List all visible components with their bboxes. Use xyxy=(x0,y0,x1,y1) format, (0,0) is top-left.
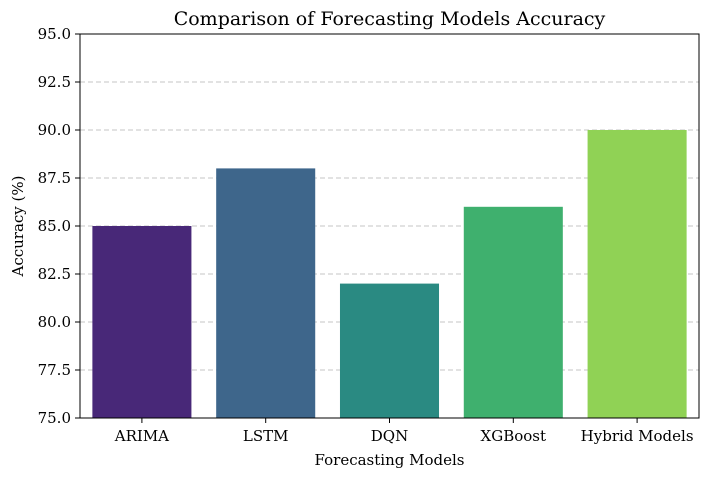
x-axis-title: Forecasting Models xyxy=(315,451,465,469)
y-tick-label: 85.0 xyxy=(38,217,71,235)
y-tick-label: 92.5 xyxy=(38,73,71,91)
x-tick-label: LSTM xyxy=(243,427,289,445)
y-tick-label: 82.5 xyxy=(38,265,71,283)
y-axis-title: Accuracy (%) xyxy=(9,175,27,277)
y-tick-label: 80.0 xyxy=(38,313,71,331)
bar-arima xyxy=(92,226,192,418)
bar-hybrid-models xyxy=(587,130,687,418)
bar-lstm xyxy=(216,168,316,418)
y-tick-label: 75.0 xyxy=(38,409,71,427)
x-tick-label: Hybrid Models xyxy=(581,427,694,445)
y-axis-ticks: 75.0 77.5 80.0 82.5 85.0 87.5 90.0 92.5 95.0 xyxy=(38,25,80,427)
x-tick-label: ARIMA xyxy=(114,427,169,445)
chart-title: Comparison of Forecasting Models Accurac… xyxy=(174,8,606,30)
x-tick-label: DQN xyxy=(371,427,408,445)
bars xyxy=(92,130,687,418)
bar-xgboost xyxy=(463,206,563,418)
bar-dqn xyxy=(339,283,440,418)
x-axis-ticks: ARIMA LSTM DQN XGBoost Hybrid Models xyxy=(114,418,694,445)
y-tick-label: 77.5 xyxy=(38,361,71,379)
y-tick-label: 87.5 xyxy=(38,169,71,187)
x-tick-label: XGBoost xyxy=(481,427,546,445)
y-tick-label: 90.0 xyxy=(38,121,71,139)
y-tick-label: 95.0 xyxy=(38,25,71,43)
